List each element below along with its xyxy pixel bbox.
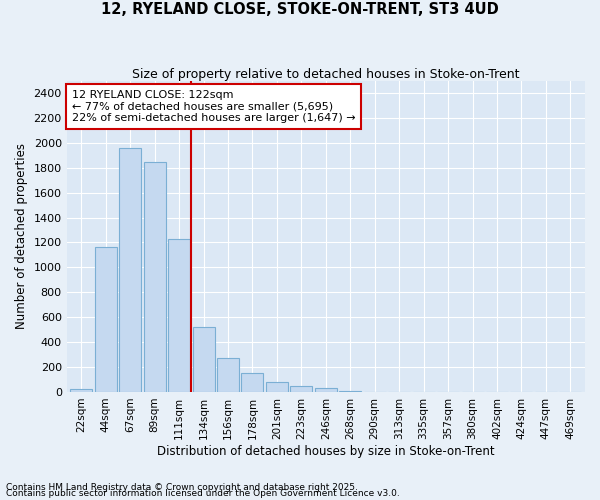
Bar [217,358,239,392]
Bar [339,391,361,392]
Bar [241,374,263,392]
X-axis label: Distribution of detached houses by size in Stoke-on-Trent: Distribution of detached houses by size … [157,444,494,458]
Bar [193,327,215,392]
Title: Size of property relative to detached houses in Stoke-on-Trent: Size of property relative to detached ho… [132,68,520,80]
Y-axis label: Number of detached properties: Number of detached properties [15,143,28,329]
Bar [70,389,92,392]
Bar [315,388,337,392]
Text: Contains public sector information licensed under the Open Government Licence v3: Contains public sector information licen… [6,490,400,498]
Text: 12 RYELAND CLOSE: 122sqm
← 77% of detached houses are smaller (5,695)
22% of sem: 12 RYELAND CLOSE: 122sqm ← 77% of detach… [72,90,355,123]
Text: 12, RYELAND CLOSE, STOKE-ON-TRENT, ST3 4UD: 12, RYELAND CLOSE, STOKE-ON-TRENT, ST3 4… [101,2,499,18]
Text: Contains HM Land Registry data © Crown copyright and database right 2025.: Contains HM Land Registry data © Crown c… [6,484,358,492]
Bar [290,386,313,392]
Bar [168,238,190,392]
Bar [95,248,117,392]
Bar [266,382,288,392]
Bar [119,148,141,392]
Bar [143,162,166,392]
